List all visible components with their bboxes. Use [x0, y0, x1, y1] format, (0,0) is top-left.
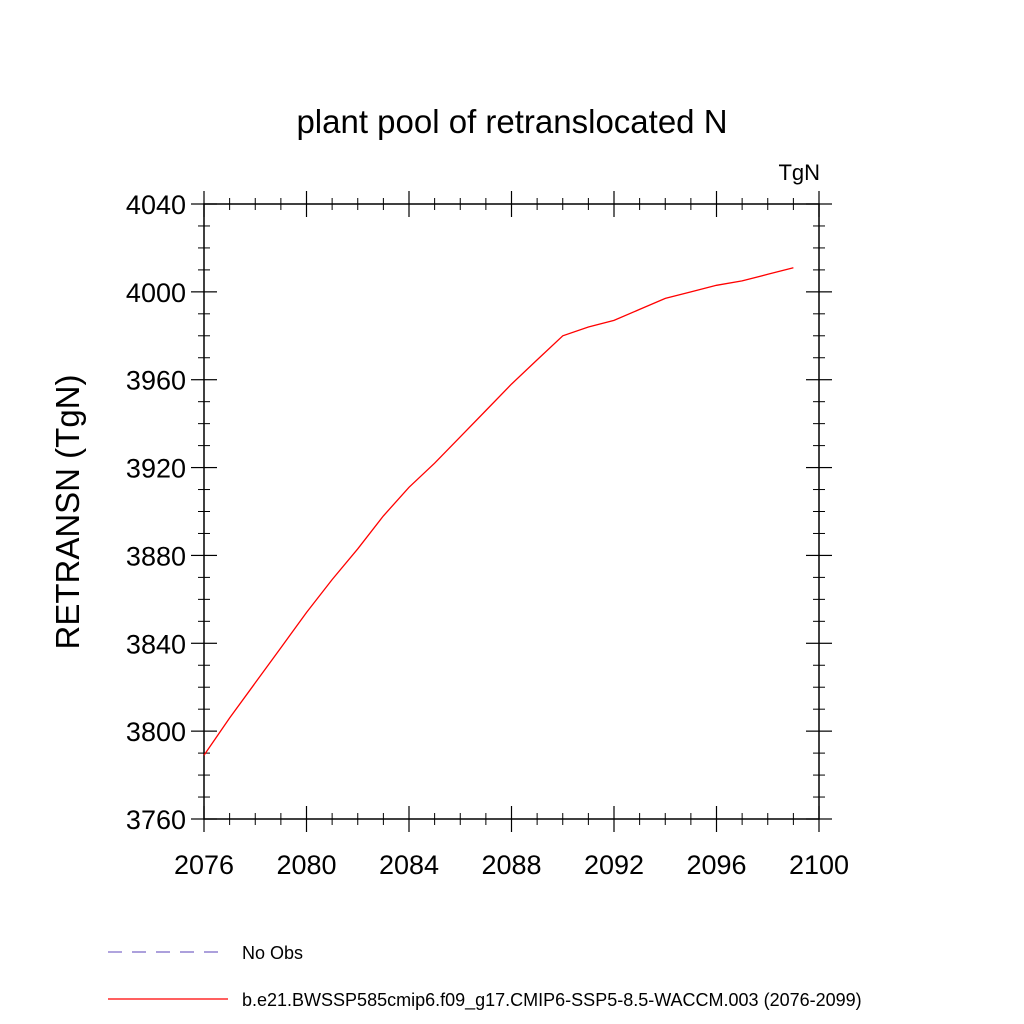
x-tick-label: 2096 — [686, 850, 746, 880]
series-line-0 — [203, 267, 794, 756]
y-tick-label: 4000 — [126, 278, 186, 308]
y-tick-label: 3920 — [126, 454, 186, 484]
y-tick-label: 3840 — [126, 629, 186, 659]
x-tick-label: 2080 — [276, 850, 336, 880]
legend-label: b.e21.BWSSP585cmip6.f09_g17.CMIP6-SSP5-8… — [242, 990, 862, 1011]
legend: No Obs b.e21.BWSSP585cmip6.f09_g17.CMIP6-… — [108, 943, 862, 1011]
x-tick-label: 2088 — [481, 850, 541, 880]
y-tick-label: 3760 — [126, 805, 186, 835]
y-tick-label: 3800 — [126, 717, 186, 747]
axis-tick-labels: 2076 2080 2084 2088 2092 2096 2100 3760 3800 3840… — [126, 190, 849, 880]
x-tick-label: 2076 — [174, 850, 234, 880]
axis-ticks — [191, 191, 832, 832]
y-axis-label: RETRANSN (TgN) — [49, 374, 86, 649]
legend-label: No Obs — [242, 943, 303, 963]
chart-title: plant pool of retranslocated N — [296, 103, 727, 140]
x-tick-label: 2092 — [584, 850, 644, 880]
x-tick-label: 2100 — [789, 850, 849, 880]
plot-frame — [203, 203, 820, 820]
units-label: TgN — [778, 160, 820, 185]
y-tick-label: 3960 — [126, 366, 186, 396]
y-tick-label: 4040 — [126, 190, 186, 220]
y-tick-label: 3880 — [126, 541, 186, 571]
series-lines — [203, 267, 794, 756]
x-tick-label: 2084 — [379, 850, 439, 880]
